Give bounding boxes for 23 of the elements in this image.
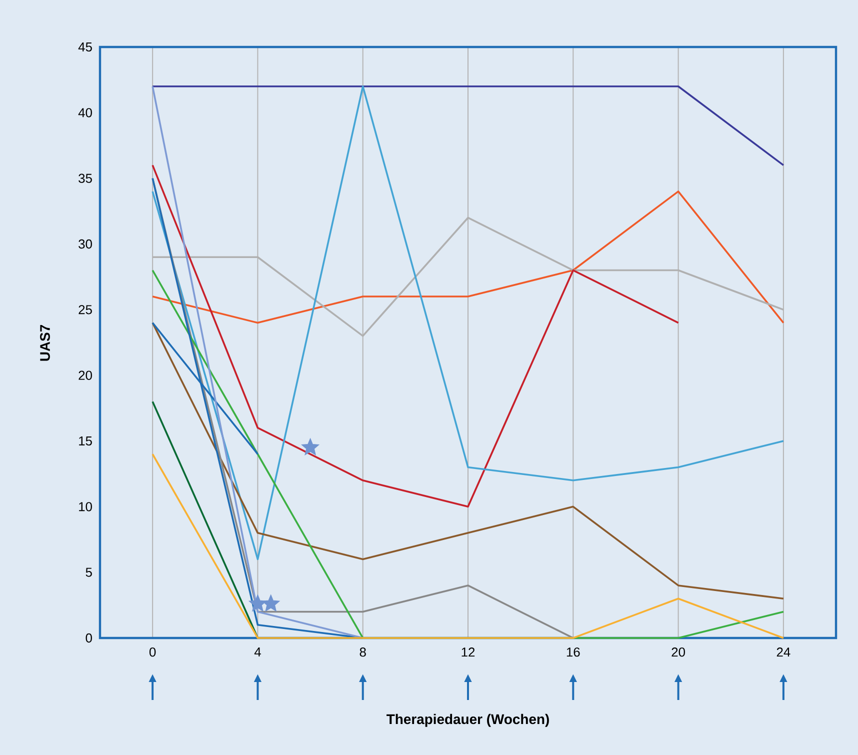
y-axis-title: UAS7 bbox=[40, 325, 50, 361]
x-tick-label: 16 bbox=[566, 648, 580, 657]
line-series bbox=[152, 322, 784, 600]
y-tick-label: 15 bbox=[79, 436, 92, 446]
x-tick-label: 0 bbox=[149, 648, 156, 657]
y-tick-label: 5 bbox=[86, 568, 92, 577]
y-tick-label: 10 bbox=[79, 502, 92, 512]
y-tick-label: 35 bbox=[78, 174, 92, 183]
line-series bbox=[152, 85, 784, 560]
y-tick-label: 45 bbox=[78, 42, 92, 52]
line-series bbox=[152, 190, 784, 324]
x-tick-label: 4 bbox=[254, 648, 261, 656]
x-axis-title: Therapiedauer (Wochen) bbox=[386, 714, 549, 727]
y-tick-label: 0 bbox=[86, 633, 92, 643]
y-tick-label: 20 bbox=[78, 370, 92, 380]
x-tick-label: 12 bbox=[462, 648, 475, 657]
y-tick-label: 25 bbox=[78, 305, 92, 314]
x-tick-label: 8 bbox=[360, 648, 366, 657]
x-tick-label: 20 bbox=[672, 648, 685, 657]
y-tick-label: 40 bbox=[78, 108, 92, 118]
x-tick-label: 24 bbox=[776, 648, 790, 657]
y-tick-label: 30 bbox=[78, 239, 92, 249]
line-series bbox=[152, 164, 680, 508]
